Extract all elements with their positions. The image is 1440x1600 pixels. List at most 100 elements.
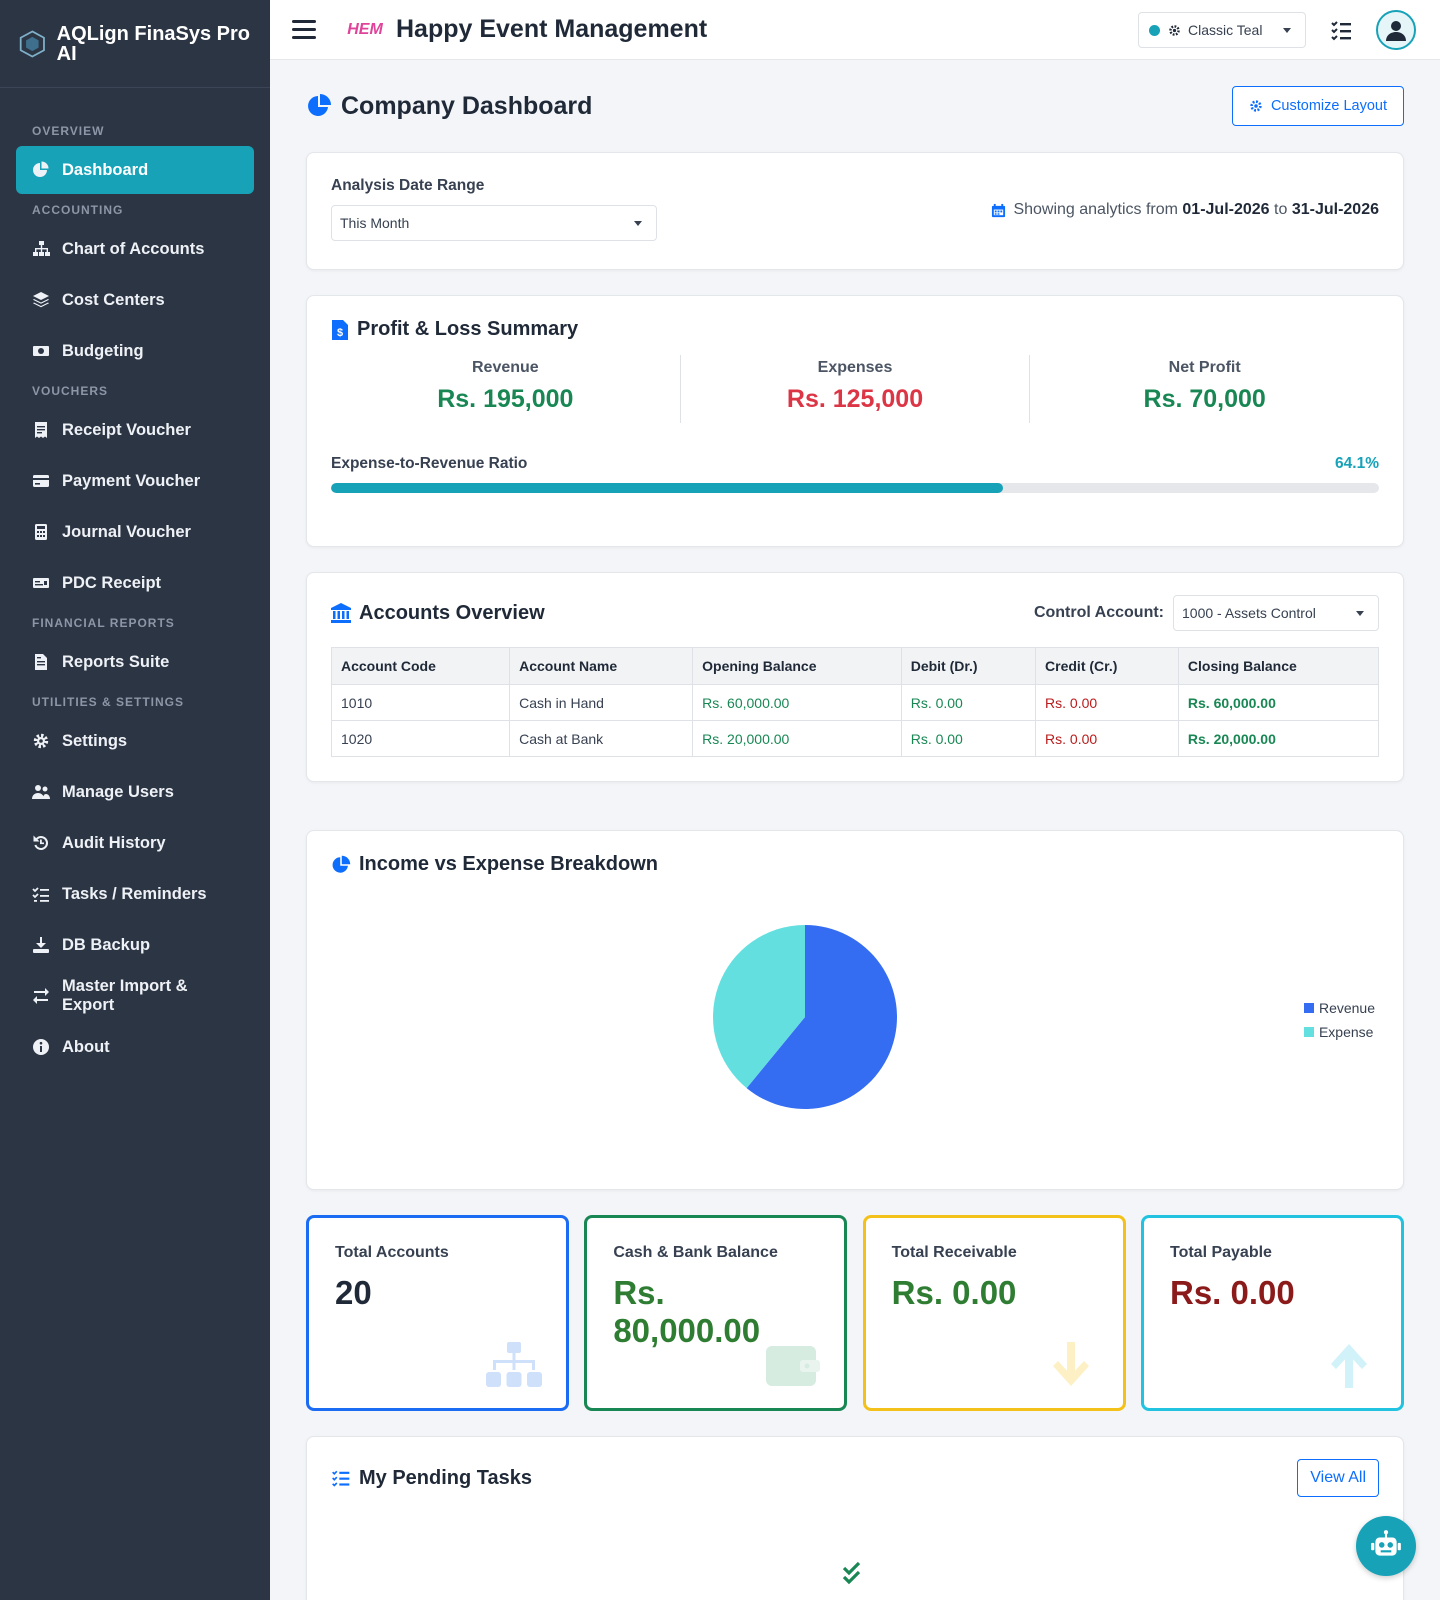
sidebar-item-about[interactable]: About (16, 1023, 254, 1071)
column-header: Debit (Dr.) (900, 647, 1037, 685)
revenue-label: Revenue (471, 359, 539, 376)
sidebar: AQLign FinaSys Pro AI OVERVIEW Dashboard A… (0, 0, 270, 1600)
sidebar-item-db-backup[interactable]: DB Backup (16, 921, 254, 969)
ratio-progress-fill (331, 483, 1003, 493)
sidebar-item-receipt-voucher[interactable]: Receipt Voucher (16, 406, 254, 454)
sidebar-item-journal-voucher[interactable]: Journal Voucher (16, 508, 254, 556)
legend-item-revenue[interactable]: Revenue (1303, 996, 1375, 1020)
control-account-filter: Control Account: 1000 - Assets Control (1034, 595, 1379, 631)
sidebar-item-cost-centers[interactable]: Cost Centers (16, 276, 254, 324)
sidebar-item-label: Manage Users (62, 782, 174, 801)
legend-label: Revenue (1318, 1000, 1375, 1016)
profit-loss-title-text: Profit & Loss Summary (357, 318, 579, 340)
menu-toggle-icon[interactable] (292, 18, 316, 42)
sidebar-item-chart-of-accounts[interactable]: Chart of Accounts (16, 225, 254, 273)
table-body: 1010 Cash in Hand Rs. 60,000.00 Rs. 0.00 Rs.… (330, 684, 1380, 757)
table-cell: Rs. 20,000.00 (692, 720, 902, 757)
wallet-icon (766, 1346, 821, 1386)
file-invoice-icon (32, 653, 50, 671)
net-profit-label: Net Profit (1168, 359, 1241, 376)
brand[interactable]: AQLign FinaSys Pro AI (0, 0, 270, 88)
robot-icon (1371, 1530, 1401, 1556)
ratio-value: 64.1% (1335, 455, 1379, 472)
stat-card-total-payable[interactable]: Total Payable Rs. 0.00 (1140, 1215, 1404, 1411)
sidebar-item-settings[interactable]: Settings (16, 717, 254, 765)
legend-swatch (1303, 1027, 1314, 1037)
arrow-down-icon (1052, 1342, 1089, 1386)
stat-value: Rs. 0.00 (891, 1274, 1017, 1311)
legend-item-expense[interactable]: Expense (1303, 1020, 1375, 1044)
sidebar-item-budgeting[interactable]: Budgeting (16, 327, 254, 375)
control-account-select[interactable]: 1000 - Assets Control (1173, 595, 1379, 631)
view-all-tasks-button[interactable]: View All (1297, 1459, 1379, 1497)
pl-summary-row: Revenue Rs. 195,000 Expenses Rs. 125,000… (331, 355, 1379, 423)
control-account-value: 1000 - Assets Control (1182, 605, 1316, 621)
sidebar-item-label: Budgeting (62, 341, 144, 360)
pie-slice-revenue[interactable] (746, 925, 897, 1109)
accounts-table: Account Code Account Name Opening Balance D… (330, 647, 1380, 757)
sidebar-item-label: About (62, 1037, 110, 1056)
table-cell: Rs. 0.00 (1035, 720, 1179, 757)
nav-section-label: FINANCIAL REPORTS (32, 616, 175, 630)
stat-card-total-accounts[interactable]: Total Accounts 20 (306, 1215, 569, 1411)
sidebar-item-payment-voucher[interactable]: Payment Voucher (16, 457, 254, 505)
sidebar-item-pdc-receipt[interactable]: PDC Receipt (16, 559, 254, 607)
table-row[interactable]: 1010 Cash in Hand Rs. 60,000.00 Rs. 0.00 Rs.… (330, 684, 1380, 721)
sidebar-item-audit-history[interactable]: Audit History (16, 819, 254, 867)
calculator-icon (32, 523, 50, 541)
sitemap-icon (32, 240, 50, 258)
tasks-list-icon[interactable] (1329, 18, 1353, 42)
nav-section-label: OVERVIEW (32, 124, 105, 138)
control-account-label: Control Account: (1033, 604, 1164, 621)
company-logo: HEM (347, 20, 383, 38)
table-row[interactable]: 1020 Cash at Bank Rs. 20,000.00 Rs. 0.00 Rs.… (330, 720, 1380, 757)
sidebar-item-label: Dashboard (62, 160, 149, 179)
income-expense-title: Income vs Expense Breakdown (331, 853, 1379, 876)
pending-tasks-header: My Pending Tasks View All (331, 1459, 1379, 1497)
theme-select[interactable]: Classic Teal (1138, 12, 1306, 48)
accounts-overview-card: Accounts Overview Control Account: 1000 … (306, 572, 1404, 782)
table-cell: 1020 (330, 720, 511, 757)
table-cell: Rs. 0.00 (900, 684, 1037, 721)
sidebar-item-label: Master Import & Export (62, 977, 188, 1014)
stat-card-cash-bank-balance[interactable]: Cash & Bank Balance Rs. 80,000.00 (584, 1215, 848, 1411)
customize-layout-button[interactable]: Customize Layout (1231, 86, 1404, 126)
date-info-prefix: Showing analytics from (1013, 201, 1178, 218)
pie-slice-expense[interactable] (713, 925, 805, 1089)
layers-icon (32, 291, 50, 309)
pending-tasks-title-text: My Pending Tasks (359, 1466, 533, 1489)
sidebar-item-manage-users[interactable]: Manage Users (16, 768, 254, 816)
calendar-icon (992, 203, 1006, 217)
customize-layout-label: Customize Layout (1270, 98, 1387, 114)
stat-label: Total Payable (1169, 1244, 1272, 1261)
history-icon (32, 834, 50, 852)
table-cell: Rs. 0.00 (900, 720, 1037, 757)
download-icon (32, 936, 50, 954)
table-cell: Rs. 0.00 (1035, 684, 1179, 721)
net-profit-metric: Net Profit Rs. 70,000 (1030, 355, 1379, 423)
user-avatar[interactable] (1376, 10, 1416, 50)
stat-label: Cash & Bank Balance (613, 1244, 778, 1261)
sidebar-item-tasks-reminders[interactable]: Tasks / Reminders (16, 870, 254, 918)
stat-card-total-receivable[interactable]: Total Receivable Rs. 0.00 (862, 1215, 1126, 1411)
accounts-overview-title-text: Accounts Overview (359, 601, 545, 624)
nav-section-label: UTILITIES & SETTINGS (32, 695, 185, 709)
ai-assistant-bot-button[interactable] (1356, 1516, 1416, 1576)
income-expense-card: Income vs Expense Breakdown Revenue Expen… (306, 830, 1404, 1190)
income-expense-pie-chart (713, 925, 897, 1109)
sitemap-icon (486, 1342, 542, 1387)
credit-card-icon (32, 472, 50, 490)
exchange-icon (32, 987, 50, 1005)
sidebar-item-master-import-export[interactable]: Master Import & Export (16, 972, 254, 1020)
sidebar-item-reports-suite[interactable]: Reports Suite (16, 638, 254, 686)
table-header-row: Account Code Account Name Opening Balance D… (330, 647, 1380, 685)
page-title-text: Company Dashboard (341, 91, 593, 120)
sidebar-nav: OVERVIEW Dashboard ACCOUNTING Chart of Acco… (0, 88, 270, 1071)
stat-value: Rs. 0.00 (1169, 1274, 1295, 1311)
info-icon (32, 1038, 50, 1056)
gear-icon (1169, 24, 1180, 36)
date-range-select[interactable]: This Month (331, 205, 657, 241)
sidebar-item-dashboard[interactable]: Dashboard (16, 146, 254, 194)
legend-label: Expense (1318, 1024, 1374, 1040)
receipt-icon (32, 421, 50, 439)
